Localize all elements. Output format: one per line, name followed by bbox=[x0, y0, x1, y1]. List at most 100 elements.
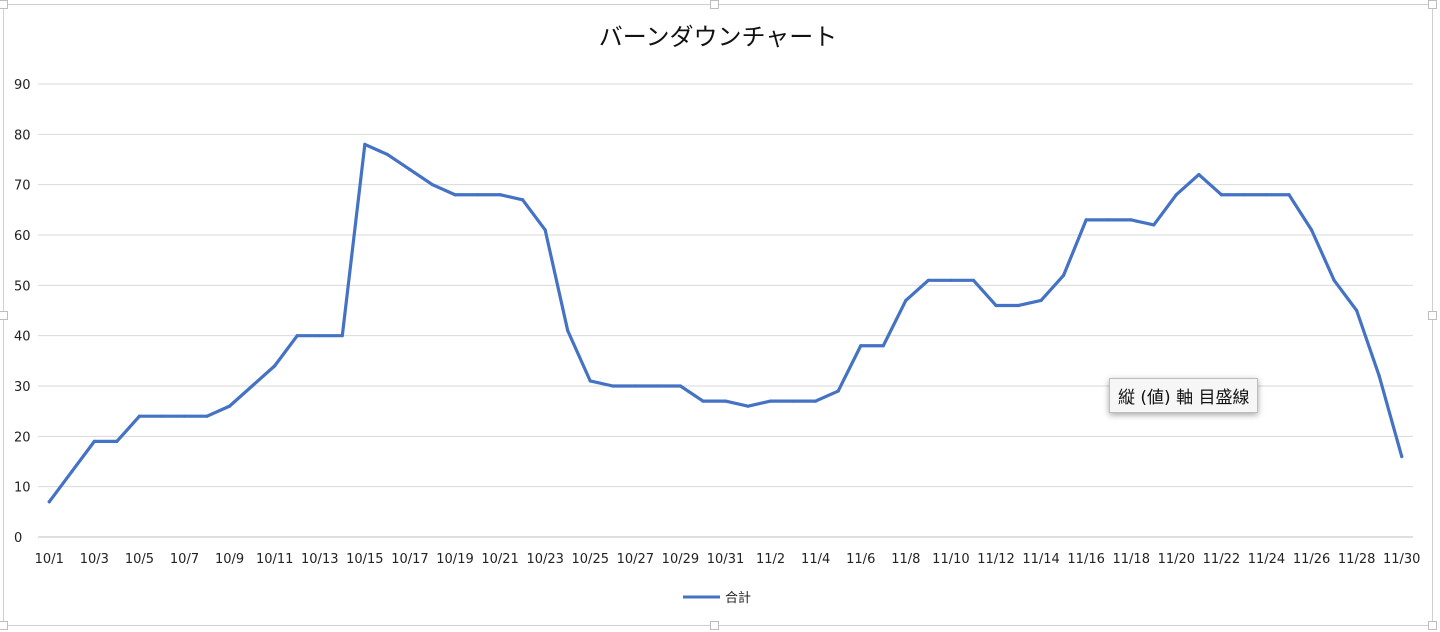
data-point-10-28[interactable] bbox=[656, 384, 660, 388]
resize-handle-bottom-left[interactable] bbox=[0, 621, 8, 630]
data-point-11-26[interactable] bbox=[1309, 228, 1314, 232]
data-point-11-7[interactable] bbox=[881, 344, 885, 348]
data-point-11-2[interactable] bbox=[768, 399, 773, 403]
x-tick-label-11-26: 11/26 bbox=[1293, 552, 1330, 567]
data-point-11-18[interactable] bbox=[1129, 218, 1133, 222]
x-tick-label-11-18: 11/18 bbox=[1113, 552, 1150, 567]
data-point-10-10[interactable] bbox=[250, 384, 254, 388]
x-tick-label-11-2: 11/2 bbox=[756, 552, 785, 567]
data-point-11-15[interactable] bbox=[1062, 273, 1066, 277]
data-point-10-6[interactable] bbox=[160, 414, 164, 418]
data-point-10-13[interactable] bbox=[318, 334, 322, 338]
x-tick-label-10-31: 10/31 bbox=[707, 552, 744, 567]
data-point-10-22[interactable] bbox=[521, 198, 525, 202]
data-point-10-18[interactable] bbox=[430, 183, 435, 187]
data-point-11-20[interactable] bbox=[1174, 193, 1178, 197]
data-point-11-8[interactable] bbox=[904, 298, 908, 303]
data-point-10-17[interactable] bbox=[408, 167, 412, 172]
resize-handle-right[interactable] bbox=[1428, 311, 1437, 320]
data-point-10-8[interactable] bbox=[205, 414, 209, 418]
data-point-11-28[interactable] bbox=[1355, 308, 1359, 313]
data-point-10-16[interactable] bbox=[385, 152, 389, 157]
y-tick-label-20: 20 bbox=[14, 430, 31, 445]
data-point-11-19[interactable] bbox=[1152, 223, 1156, 227]
x-tick-label-11-30: 11/30 bbox=[1383, 552, 1420, 567]
data-point-10-31[interactable] bbox=[723, 399, 728, 403]
resize-handle-top-left[interactable] bbox=[0, 0, 8, 9]
data-point-11-24[interactable] bbox=[1264, 193, 1269, 197]
x-tick-label-10-5: 10/5 bbox=[125, 552, 154, 567]
y-tick-label-80: 80 bbox=[14, 128, 31, 143]
x-tick-label-11-14: 11/14 bbox=[1022, 552, 1059, 567]
data-point-11-25[interactable] bbox=[1287, 193, 1291, 197]
data-point-11-21[interactable] bbox=[1197, 173, 1201, 177]
y-tick-label-10: 10 bbox=[14, 481, 31, 496]
data-point-10-25[interactable] bbox=[588, 379, 592, 383]
data-point-11-14[interactable] bbox=[1039, 298, 1043, 303]
x-tick-label-11-6: 11/6 bbox=[846, 552, 875, 567]
data-point-10-4[interactable] bbox=[115, 439, 119, 443]
y-tick-label-0: 0 bbox=[14, 531, 22, 546]
data-point-11-10[interactable] bbox=[949, 278, 953, 282]
data-point-10-9[interactable] bbox=[227, 404, 232, 408]
data-point-11-30[interactable] bbox=[1400, 454, 1404, 459]
series-layer bbox=[47, 142, 1404, 504]
data-point-11-17[interactable] bbox=[1107, 218, 1111, 222]
data-point-10-11[interactable] bbox=[273, 364, 277, 368]
resize-handle-bottom-right[interactable] bbox=[1428, 621, 1437, 630]
resize-handle-left[interactable] bbox=[0, 311, 8, 320]
legend[interactable]: 合計 bbox=[683, 590, 751, 606]
data-point-11-5[interactable] bbox=[836, 389, 840, 393]
x-tick-label-10-17: 10/17 bbox=[391, 552, 428, 567]
data-point-10-2[interactable] bbox=[70, 469, 74, 474]
data-point-11-11[interactable] bbox=[971, 278, 976, 282]
x-tick-label-11-22: 11/22 bbox=[1203, 552, 1240, 567]
data-point-10-24[interactable] bbox=[566, 329, 570, 333]
x-tick-label-11-16: 11/16 bbox=[1067, 552, 1104, 567]
data-point-10-12[interactable] bbox=[295, 334, 299, 338]
data-point-11-16[interactable] bbox=[1084, 218, 1088, 222]
data-point-10-23[interactable] bbox=[543, 228, 547, 232]
data-point-10-7[interactable] bbox=[182, 414, 187, 418]
y-tick-label-50: 50 bbox=[14, 279, 31, 294]
x-tick-label-11-28: 11/28 bbox=[1338, 552, 1375, 567]
data-point-10-1[interactable] bbox=[47, 500, 51, 504]
data-point-11-9[interactable] bbox=[926, 278, 930, 282]
data-point-10-20[interactable] bbox=[475, 193, 480, 197]
series-line-total[interactable] bbox=[47, 142, 1404, 504]
data-point-10-14[interactable] bbox=[340, 334, 344, 338]
data-point-11-27[interactable] bbox=[1332, 278, 1336, 282]
x-tick-label-10-13: 10/13 bbox=[301, 552, 338, 567]
resize-handle-top[interactable] bbox=[710, 0, 719, 9]
x-tick-label-10-21: 10/21 bbox=[481, 552, 518, 567]
data-point-11-13[interactable] bbox=[1016, 303, 1021, 308]
chart-title[interactable]: バーンダウンチャート bbox=[599, 23, 838, 51]
data-point-11-3[interactable] bbox=[791, 399, 795, 403]
tooltip: 縦 (値) 軸 目盛線 bbox=[1109, 378, 1259, 413]
data-point-11-6[interactable] bbox=[859, 344, 863, 348]
data-point-10-26[interactable] bbox=[611, 384, 615, 388]
data-point-11-12[interactable] bbox=[994, 303, 998, 308]
data-point-10-21[interactable] bbox=[498, 193, 502, 197]
resize-handle-top-right[interactable] bbox=[1428, 0, 1437, 9]
y-tick-label-30: 30 bbox=[14, 380, 31, 395]
data-point-10-30[interactable] bbox=[701, 399, 705, 403]
data-point-10-3[interactable] bbox=[92, 439, 96, 443]
data-point-11-1[interactable] bbox=[746, 404, 750, 408]
data-point-10-15[interactable] bbox=[363, 142, 367, 146]
data-point-10-19[interactable] bbox=[453, 193, 457, 197]
data-point-11-4[interactable] bbox=[814, 399, 818, 403]
data-point-11-22[interactable] bbox=[1219, 193, 1224, 197]
x-tick-label-10-23: 10/23 bbox=[526, 552, 563, 567]
x-tick-label-10-25: 10/25 bbox=[572, 552, 609, 567]
resize-handle-bottom[interactable] bbox=[710, 621, 719, 630]
x-tick-label-10-19: 10/19 bbox=[436, 552, 473, 567]
gridlines bbox=[38, 83, 1413, 538]
data-point-10-29[interactable] bbox=[678, 384, 683, 388]
data-point-10-27[interactable] bbox=[633, 384, 637, 388]
data-point-11-29[interactable] bbox=[1377, 374, 1381, 378]
data-point-10-5[interactable] bbox=[137, 414, 142, 418]
data-point-11-23[interactable] bbox=[1242, 193, 1246, 197]
